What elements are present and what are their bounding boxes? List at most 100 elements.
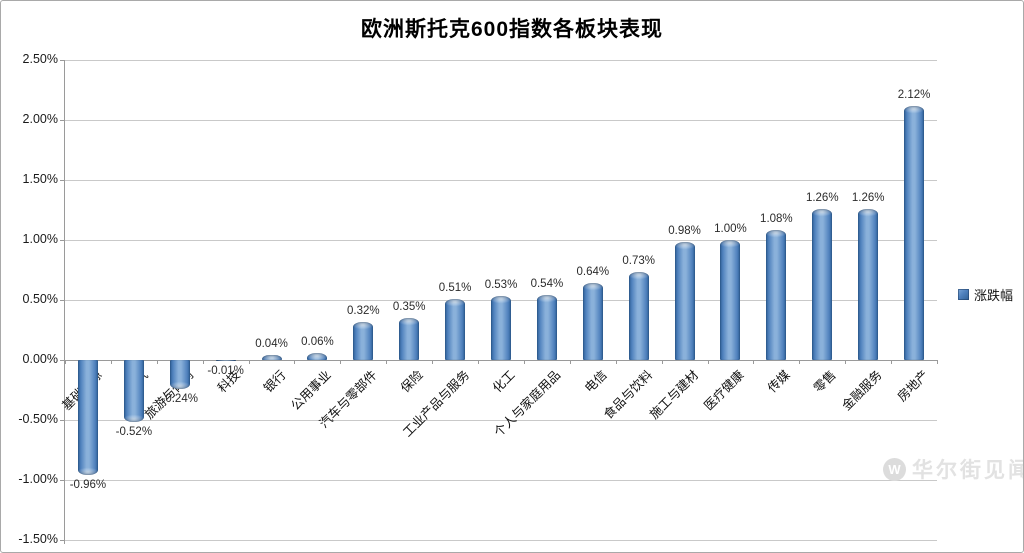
gridline	[65, 180, 937, 181]
x-axis-tick	[661, 360, 663, 364]
legend-swatch-icon	[958, 289, 969, 300]
bar-data-label: 1.26%	[851, 191, 885, 204]
bar	[720, 240, 741, 360]
x-axis-tick	[156, 360, 158, 364]
bar-data-label: 0.35%	[392, 301, 426, 313]
gridline	[65, 240, 937, 241]
x-axis-tick	[753, 360, 755, 364]
y-axis-tick-label: 0.00%	[22, 352, 58, 366]
x-axis-tick	[248, 360, 250, 364]
bar	[628, 272, 649, 360]
category-label: 食品与饮料	[601, 367, 656, 422]
bar-data-label: 0.51%	[438, 281, 472, 294]
x-axis-tick	[340, 360, 342, 364]
bar-data-label: 0.98%	[668, 225, 701, 238]
y-axis-tick-label: -0.50%	[18, 412, 58, 426]
y-axis-tick	[60, 120, 64, 121]
bar-data-label: 0.32%	[347, 304, 380, 317]
x-axis-tick	[386, 360, 388, 364]
bar	[169, 360, 190, 389]
bar	[77, 360, 98, 476]
bar-data-label: -0.24%	[161, 392, 198, 405]
category-label: 零售	[811, 367, 839, 396]
bar-data-label: 0.04%	[255, 338, 288, 351]
legend-label: 涨跌幅	[974, 288, 1014, 303]
bar-data-label: 0.54%	[530, 278, 564, 291]
x-axis-line	[65, 360, 937, 361]
legend: 涨跌幅	[958, 285, 1013, 304]
bar-data-label: 0.06%	[301, 335, 334, 348]
y-axis-tick	[60, 240, 64, 241]
y-axis-tick-label: -1.50%	[18, 532, 58, 546]
gridline	[65, 120, 937, 121]
category-label: 银行	[260, 367, 289, 396]
bar	[123, 360, 144, 423]
category-label: 传媒	[765, 367, 794, 396]
y-axis-tick	[60, 180, 64, 181]
bar	[812, 208, 833, 360]
bar-data-label: 1.00%	[714, 223, 747, 235]
x-axis-tick	[202, 360, 204, 364]
x-axis-tick	[845, 360, 847, 364]
x-axis-tick	[432, 360, 434, 364]
category-label: 电信	[581, 367, 610, 396]
bar-data-label: -0.01%	[207, 365, 244, 378]
bar	[904, 105, 925, 360]
bar	[674, 242, 695, 360]
chart-title: 欧洲斯托克600指数各板块表现	[360, 18, 664, 41]
y-axis-tick	[60, 540, 64, 541]
bar	[215, 360, 236, 362]
bar	[536, 295, 557, 360]
bar-data-label: 0.53%	[484, 279, 518, 292]
y-axis-tick	[60, 420, 64, 421]
y-axis-tick	[60, 480, 64, 481]
bar	[261, 355, 282, 360]
y-axis-tick	[60, 300, 64, 301]
y-axis-tick-label: 1.00%	[22, 232, 58, 246]
bar	[766, 230, 787, 360]
x-axis-tick	[937, 360, 938, 364]
y-axis-line	[64, 60, 65, 544]
y-axis-tick	[60, 60, 64, 61]
bar	[582, 283, 603, 360]
gridline	[65, 480, 937, 481]
x-axis-tick	[523, 360, 525, 364]
gridline	[65, 420, 937, 421]
x-axis-tick	[110, 360, 112, 364]
y-axis-tick-label: 2.00%	[22, 112, 58, 126]
y-axis-tick-label: -1.00%	[18, 472, 58, 486]
bar-data-label: 1.26%	[805, 191, 839, 204]
x-axis-tick	[799, 360, 801, 364]
gridline	[65, 540, 937, 541]
x-axis-tick	[707, 360, 709, 364]
bar	[353, 321, 374, 360]
x-axis-tick	[65, 360, 66, 364]
bar-data-label: 1.08%	[760, 213, 793, 226]
x-axis-tick	[478, 360, 480, 364]
category-label: 保险	[398, 367, 426, 396]
bar-data-label: -0.96%	[69, 479, 107, 492]
category-label: 化工	[490, 367, 518, 396]
y-axis-tick-label: 1.50%	[22, 172, 58, 186]
x-axis-tick	[294, 360, 296, 364]
bar	[307, 352, 328, 360]
category-label: 施工与建材	[647, 367, 702, 422]
x-axis-tick	[891, 360, 893, 364]
bar	[491, 296, 511, 360]
gridline	[65, 60, 937, 61]
x-axis-tick	[569, 360, 571, 364]
y-axis-tick-label: 0.50%	[22, 292, 58, 306]
category-label: 房地产	[894, 367, 931, 405]
bar-data-label: -0.52%	[115, 426, 153, 439]
bar	[399, 318, 420, 360]
y-axis-tick-label: 2.50%	[22, 52, 58, 66]
category-label: 医疗健康	[701, 367, 748, 414]
x-axis-tick	[615, 360, 617, 364]
bar-data-label: 0.64%	[576, 266, 610, 279]
bar	[858, 208, 879, 360]
bar-data-label: 2.12%	[897, 88, 931, 101]
y-axis-tick	[60, 360, 64, 361]
bar	[445, 298, 466, 360]
